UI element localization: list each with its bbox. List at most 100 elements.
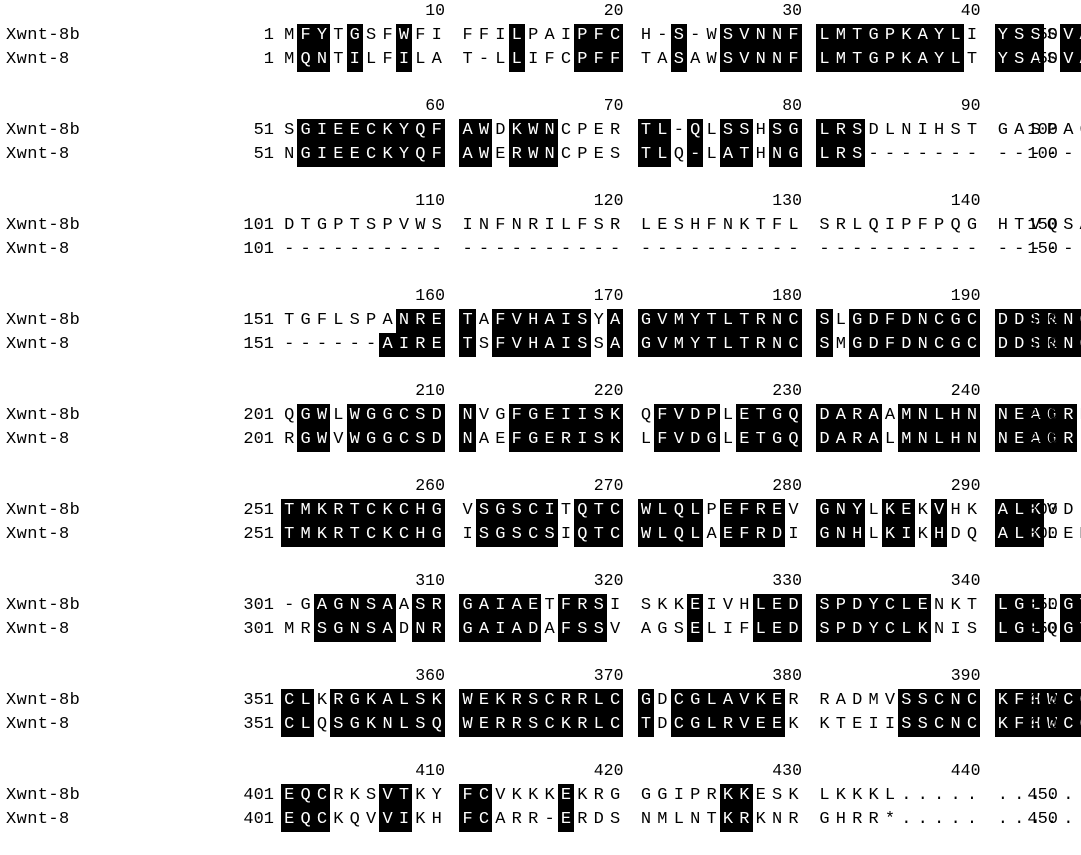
residue-highlighted: A (541, 333, 558, 357)
residue-highlighted: K (994, 689, 1012, 713)
residue: K (917, 501, 928, 520)
residue-highlighted: G (297, 143, 314, 167)
residue-highlighted: K (881, 499, 899, 523)
residue-highlighted: Q (412, 143, 429, 167)
residue-highlighted: A (606, 333, 624, 357)
residue: T (755, 216, 766, 235)
residue: I (868, 715, 879, 734)
residue: P (1046, 121, 1058, 140)
residue-highlighted: N (313, 48, 331, 72)
residue-highlighted: N (752, 48, 769, 72)
residue: V (884, 691, 896, 710)
residue: A (1077, 214, 1081, 238)
ruler-tick: 80 (782, 96, 802, 115)
residue: V (1030, 216, 1041, 235)
residue: P (690, 786, 701, 805)
residue-highlighted: I (346, 48, 363, 72)
residue: - (495, 240, 506, 259)
residue-highlighted: I (313, 143, 331, 167)
residue: H (934, 121, 945, 140)
residue-highlighted: E (475, 689, 493, 713)
residue-highlighted: S (574, 309, 591, 333)
residue: I (560, 26, 572, 45)
residue-highlighted: C (395, 428, 413, 452)
residue-highlighted: W (459, 689, 476, 713)
residue-highlighted: R (557, 689, 575, 713)
residue-highlighted: A (1027, 48, 1044, 72)
residue-highlighted: N (832, 523, 849, 547)
residue-highlighted: C (475, 784, 493, 808)
residue-highlighted: Y (395, 143, 413, 167)
residue: N (901, 121, 912, 140)
residue-highlighted: R (1043, 309, 1061, 333)
residue: C (560, 50, 572, 69)
residue: A (835, 691, 846, 710)
sequence-row: Xwnt-8b 201 Q G W L W G G C S D N V G F G E I I S K Q F V D P L E T G Q… (0, 404, 1081, 428)
residue: L (722, 406, 734, 425)
residue-highlighted: S (898, 713, 915, 737)
end-position-number: 450 (1027, 810, 1058, 829)
residue: V (478, 406, 490, 425)
residue-highlighted: T (459, 309, 476, 333)
residue-highlighted: G (947, 309, 964, 333)
residue: G (657, 620, 668, 639)
residue: - (1030, 240, 1041, 259)
ruler-tick: 260 (415, 476, 445, 495)
residue: I (431, 26, 442, 45)
residue-highlighted: L (994, 618, 1012, 642)
residue-highlighted: S (719, 24, 737, 48)
residue-highlighted: S (508, 523, 525, 547)
residue: A (431, 50, 442, 69)
residue-highlighted: K (719, 808, 737, 832)
residue-highlighted: A (1027, 404, 1044, 428)
residue: L (706, 620, 717, 639)
residue: T (349, 216, 360, 235)
position-ruler: 160170180190200 (0, 285, 1081, 307)
residue: K (316, 691, 328, 710)
residue-highlighted: V (379, 784, 396, 808)
residue-highlighted: F (606, 48, 624, 72)
residue-highlighted: D (428, 404, 445, 428)
residue-highlighted: L (508, 48, 525, 72)
residue: R (788, 810, 799, 829)
residue-highlighted: T (736, 333, 753, 357)
residue: N (934, 596, 945, 615)
residue: - (690, 240, 701, 259)
residue: H (835, 810, 846, 829)
residue: M (284, 26, 295, 45)
residue-highlighted: S (590, 594, 607, 618)
residue: - (1030, 145, 1041, 164)
residue: - (884, 145, 896, 164)
end-position-number: 400 (1027, 715, 1058, 734)
residue-highlighted: C (606, 689, 624, 713)
residue-highlighted: T (637, 713, 655, 737)
residue: Q (950, 216, 961, 235)
residue-highlighted: V (930, 499, 948, 523)
sequence-row: Xwnt-8b 251 T M K R T C K C H G V S G S C I T Q T C W L Q L P E F R E V… (0, 499, 1081, 523)
residue: Q (673, 145, 684, 164)
sequence-row: Xwnt-8 251 T M K R T C K C H G I S G S C S I Q T C W L Q L A E F R D I G… (0, 523, 1081, 547)
residue: E (657, 216, 668, 235)
residue: A (398, 596, 410, 615)
residue: F (382, 26, 393, 45)
residue: G (966, 216, 978, 235)
residue-highlighted: F (785, 48, 802, 72)
residue-highlighted: V (654, 333, 671, 357)
residue-group: LGLLGTEGRE (994, 594, 1081, 618)
residue-highlighted: I (313, 119, 331, 143)
residue-highlighted: A (719, 689, 737, 713)
residue-highlighted: N (1060, 309, 1077, 333)
residue-group: HTVQSATSLS (995, 214, 1081, 238)
residue: S (431, 216, 442, 235)
residue: R (511, 810, 522, 829)
residue: - (366, 335, 377, 354)
residue-highlighted: E (768, 594, 786, 618)
